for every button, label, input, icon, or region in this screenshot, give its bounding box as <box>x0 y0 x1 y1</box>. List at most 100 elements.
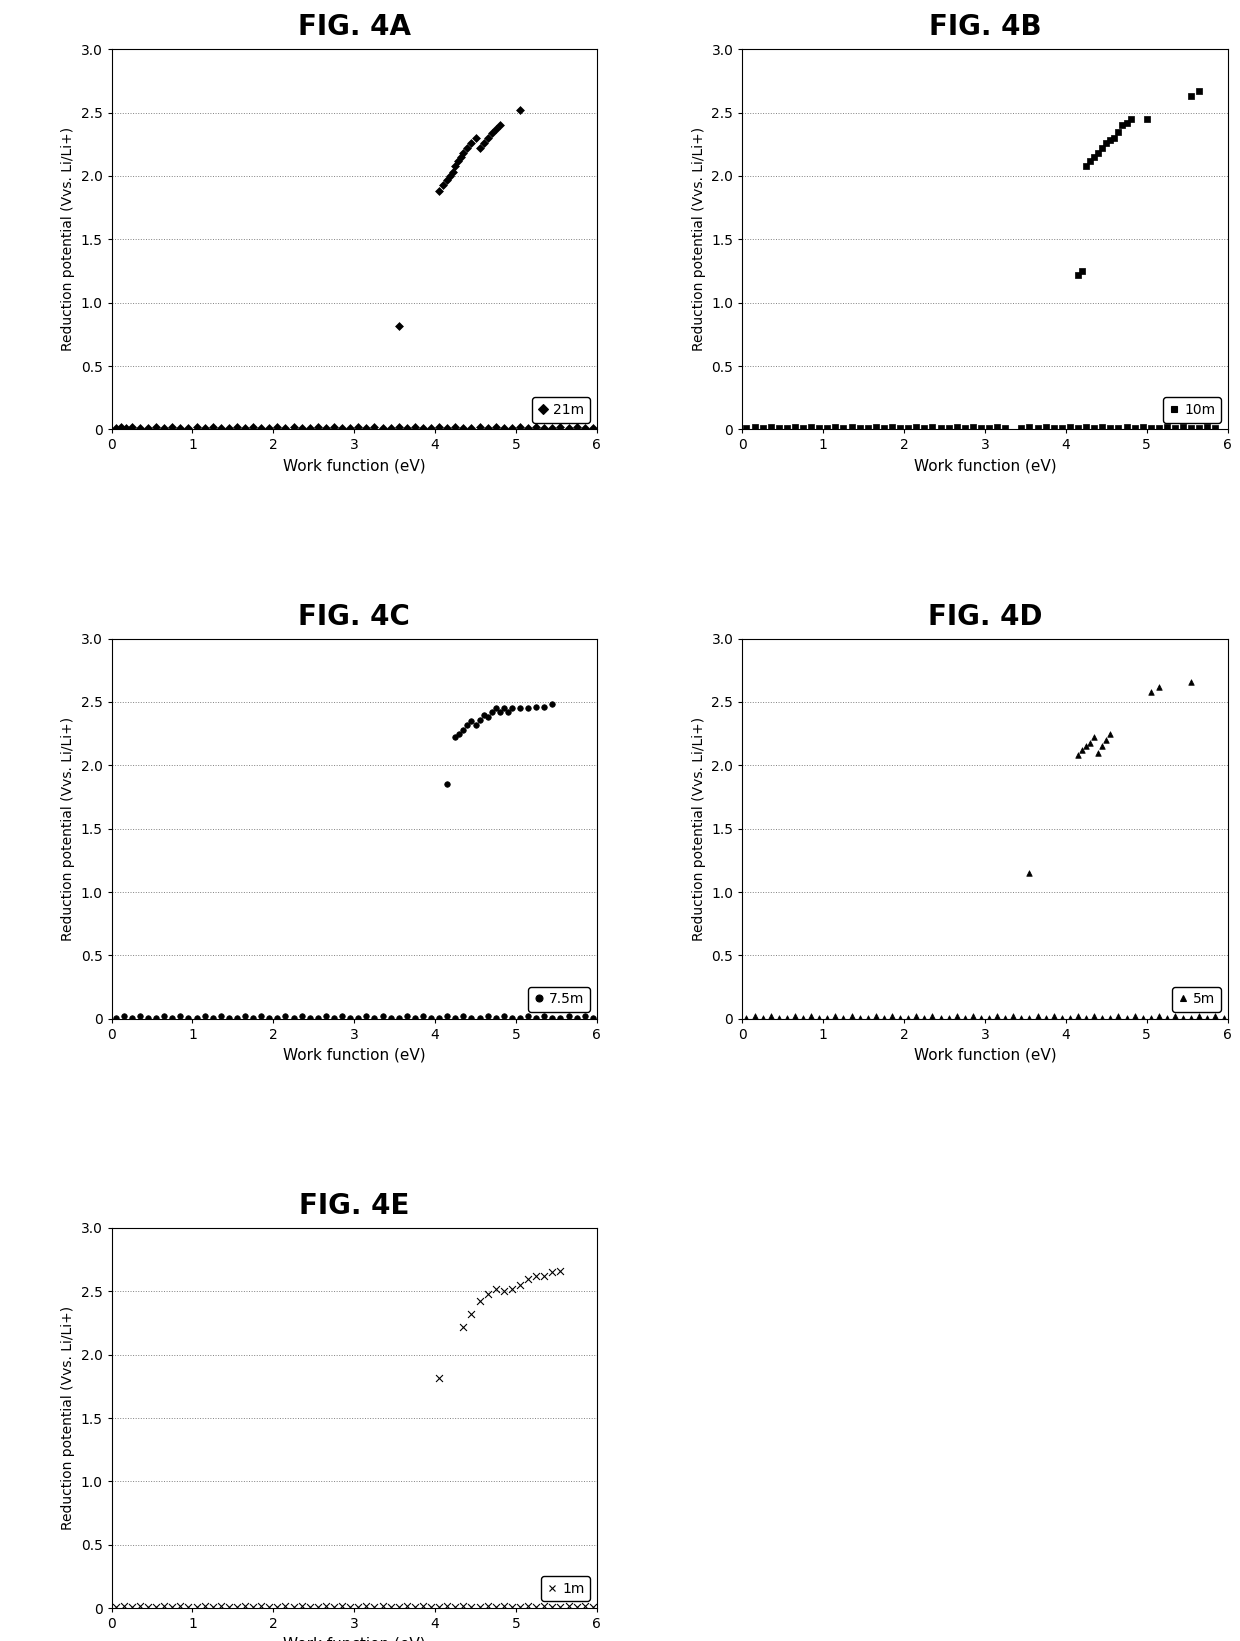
Point <box>1019 860 1039 886</box>
Point <box>482 699 502 725</box>
Point <box>551 414 570 440</box>
Point <box>259 1593 279 1620</box>
Point <box>744 1003 764 1029</box>
Point <box>914 1004 934 1031</box>
Point <box>486 117 506 143</box>
Point <box>939 415 959 441</box>
Point <box>356 415 376 441</box>
Point <box>461 707 481 734</box>
Point <box>300 1004 320 1031</box>
Title: FIG. 4A: FIG. 4A <box>298 13 410 41</box>
Point <box>1205 415 1225 441</box>
Point <box>422 1593 441 1620</box>
Point <box>105 1004 125 1031</box>
Point <box>534 694 554 720</box>
Point <box>1149 1003 1169 1029</box>
Point <box>558 415 578 441</box>
Point <box>939 1004 959 1031</box>
Point <box>1109 415 1128 441</box>
Point <box>397 1003 417 1029</box>
Point <box>996 1004 1016 1031</box>
Point <box>259 1004 279 1031</box>
Point <box>769 415 789 441</box>
Point <box>112 414 131 440</box>
Point <box>971 1004 991 1031</box>
Point <box>458 135 477 161</box>
Point <box>381 1593 401 1620</box>
Point <box>923 414 942 440</box>
Point <box>211 415 231 441</box>
Point <box>324 1004 343 1031</box>
Point <box>801 1003 821 1029</box>
Point <box>866 414 885 440</box>
Point <box>308 414 327 440</box>
Point <box>195 1003 215 1029</box>
Point <box>785 1003 805 1029</box>
Point <box>195 1592 215 1618</box>
Point <box>1035 1004 1055 1031</box>
Point <box>477 1280 497 1306</box>
Point <box>438 167 458 194</box>
Point <box>1076 153 1096 179</box>
Point <box>1044 415 1064 441</box>
Point <box>1116 414 1136 440</box>
Point <box>1105 125 1125 151</box>
Point <box>874 415 894 441</box>
Point <box>348 414 368 440</box>
Point <box>769 1004 789 1031</box>
Point <box>438 1592 458 1618</box>
Y-axis label: Reduction potential (Vvs. Li/Li+): Reduction potential (Vvs. Li/Li+) <box>692 128 706 351</box>
Point <box>1068 415 1087 441</box>
Point <box>817 415 837 441</box>
Point <box>211 1592 231 1618</box>
Point <box>365 1593 384 1620</box>
Point <box>268 414 288 440</box>
Point <box>227 414 247 440</box>
Point <box>794 1004 813 1031</box>
Point <box>486 696 506 722</box>
Point <box>980 415 999 441</box>
Point <box>179 415 198 441</box>
Point <box>429 1004 449 1031</box>
Point <box>438 1003 458 1029</box>
Point <box>1052 1004 1071 1031</box>
Point <box>122 1593 141 1620</box>
Point <box>291 1003 311 1029</box>
Point <box>1166 1003 1185 1029</box>
Point <box>356 1592 376 1618</box>
Point <box>1189 77 1209 103</box>
Point <box>518 1003 538 1029</box>
Point <box>542 415 562 441</box>
Point <box>300 415 320 441</box>
Point <box>405 414 425 440</box>
Point <box>1076 414 1096 440</box>
Point <box>1109 1003 1128 1029</box>
Point <box>794 415 813 441</box>
Point <box>849 1004 869 1031</box>
Point <box>389 1004 409 1031</box>
Point <box>443 159 463 185</box>
Point <box>275 415 295 441</box>
Y-axis label: Reduction potential (Vvs. Li/Li+): Reduction potential (Vvs. Li/Li+) <box>61 128 74 351</box>
Point <box>179 1593 198 1620</box>
Point <box>987 1003 1007 1029</box>
Point <box>1019 414 1039 440</box>
Point <box>203 1593 223 1620</box>
Point <box>1125 415 1145 441</box>
Point <box>482 120 502 146</box>
Point <box>826 1003 846 1029</box>
Point <box>1189 1003 1209 1029</box>
Point <box>1073 737 1092 763</box>
Point <box>219 1004 239 1031</box>
Point <box>1080 729 1100 755</box>
Point <box>486 1004 506 1031</box>
Point <box>381 1004 401 1031</box>
Point <box>381 415 401 441</box>
Y-axis label: Reduction potential (Vvs. Li/Li+): Reduction potential (Vvs. Li/Li+) <box>61 1306 74 1529</box>
Point <box>445 1004 465 1031</box>
Point <box>1133 1004 1153 1031</box>
Point <box>203 1004 223 1031</box>
Point <box>858 415 878 441</box>
X-axis label: Work function (eV): Work function (eV) <box>283 1636 425 1641</box>
Point <box>777 415 797 441</box>
